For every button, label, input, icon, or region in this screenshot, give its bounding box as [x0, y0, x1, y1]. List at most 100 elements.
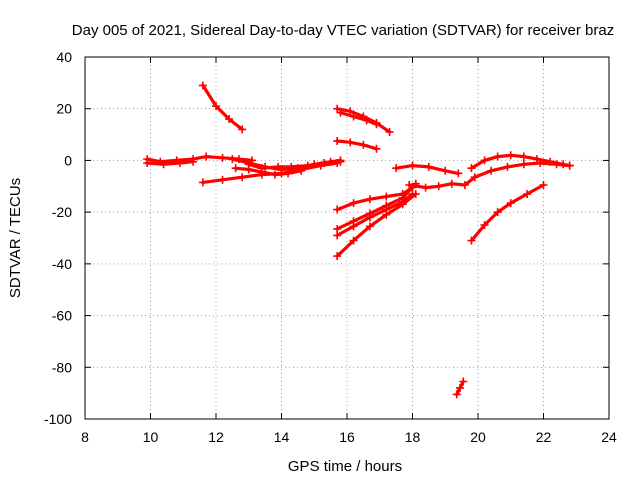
data-point — [218, 153, 227, 162]
series-arc-7 — [244, 157, 345, 173]
data-point — [519, 160, 528, 169]
data-point — [559, 160, 568, 169]
series-arc-17 — [467, 151, 574, 173]
chart-title: Day 005 of 2021, Sidereal Day-to-day VTE… — [72, 22, 614, 39]
data-point — [480, 221, 489, 230]
series-line — [335, 186, 415, 212]
data-point — [506, 199, 515, 208]
data-point — [228, 155, 237, 164]
data-point — [424, 162, 433, 171]
data-point — [546, 157, 555, 166]
data-point — [189, 157, 198, 166]
data-point — [202, 152, 211, 161]
data-point — [333, 252, 342, 261]
data-point — [320, 159, 329, 168]
data-point — [175, 159, 184, 168]
x-tick-label: 8 — [81, 429, 89, 445]
data-point — [493, 152, 502, 161]
data-point — [532, 155, 541, 164]
data-point — [467, 164, 476, 173]
series-arc-9 — [336, 108, 381, 129]
data-point — [231, 164, 240, 173]
data-point — [333, 231, 342, 240]
y-tick-label: 20 — [56, 101, 72, 117]
data-point — [455, 383, 464, 392]
data-point — [372, 120, 381, 129]
data-point — [198, 178, 207, 187]
data-point — [459, 377, 468, 386]
y-tick-label: 40 — [56, 49, 72, 65]
data-point — [447, 179, 456, 188]
data-point — [480, 156, 489, 165]
y-tick-label: -80 — [52, 359, 72, 375]
data-point — [336, 157, 345, 166]
y-tick-label: -60 — [52, 308, 72, 324]
data-point — [270, 170, 279, 179]
data-point — [503, 162, 512, 171]
data-point — [523, 190, 532, 199]
series-line — [335, 139, 379, 151]
data-point — [287, 162, 296, 171]
x-tick-label: 20 — [470, 429, 486, 445]
data-point — [349, 199, 358, 208]
y-axis-ticks: -100 -80 -60 -40 -20 0 20 40 — [44, 49, 609, 427]
data-point — [385, 127, 394, 136]
data-point — [405, 180, 414, 189]
data-point — [257, 164, 266, 173]
data-point — [454, 169, 463, 178]
data-point — [372, 144, 381, 153]
data-point — [359, 140, 368, 149]
series-arc-2 — [143, 157, 198, 169]
series-arc-11 — [333, 183, 417, 214]
data-point — [198, 81, 207, 90]
series-arc-15 — [392, 161, 463, 178]
data-point — [362, 116, 371, 125]
data-point — [349, 236, 358, 245]
data-point — [434, 182, 443, 191]
x-tick-label: 12 — [208, 429, 224, 445]
data-point — [333, 205, 342, 214]
data-point — [565, 161, 574, 170]
data-point — [303, 161, 312, 170]
x-axis-ticks: 8 10 12 14 16 18 20 22 24 — [81, 57, 617, 445]
gridlines — [85, 57, 609, 419]
x-tick-label: 10 — [143, 429, 159, 445]
data-point — [284, 169, 293, 178]
data-point — [493, 208, 502, 217]
data-point — [467, 236, 476, 245]
data-point — [333, 137, 342, 146]
series-arc-18 — [467, 180, 548, 245]
series-line — [335, 192, 415, 237]
data-point — [143, 159, 152, 168]
data-point — [506, 151, 515, 160]
y-tick-label: -40 — [52, 256, 72, 272]
data-point — [365, 213, 374, 222]
y-tick-label: -20 — [52, 204, 72, 220]
data-point — [212, 102, 220, 111]
data-point — [336, 108, 345, 117]
series-line — [338, 110, 379, 126]
data-point — [392, 164, 401, 173]
data-point — [349, 112, 358, 121]
data-point — [225, 115, 234, 124]
data-point — [159, 160, 168, 169]
series-arc-6 — [231, 164, 306, 179]
series-arc-10 — [333, 137, 381, 153]
y-tick-label: -100 — [44, 411, 72, 427]
y-axis-label: SDTVAR / TECUs — [7, 178, 24, 298]
series-arc-3 — [198, 81, 247, 134]
data-point — [539, 180, 548, 189]
x-tick-label: 24 — [601, 429, 617, 445]
x-tick-label: 22 — [536, 429, 552, 445]
data-point — [519, 152, 528, 161]
data-point — [408, 161, 417, 170]
series-line — [469, 183, 546, 243]
series-arc-19 — [452, 377, 468, 399]
data-point — [365, 222, 374, 231]
data-point — [238, 125, 247, 134]
x-tick-label: 18 — [405, 429, 421, 445]
data-point — [398, 200, 407, 209]
data-series — [143, 81, 574, 399]
data-point — [441, 166, 450, 175]
